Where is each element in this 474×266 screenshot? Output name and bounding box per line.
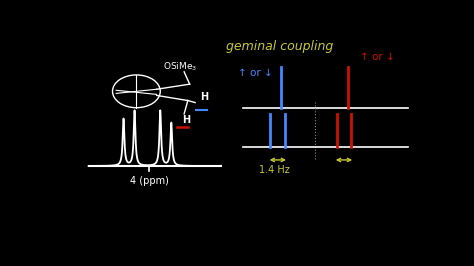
Text: ↑ or ↓: ↑ or ↓ [238, 68, 273, 78]
Text: 1.4 Hz: 1.4 Hz [259, 165, 290, 175]
Text: ↑ or ↓: ↑ or ↓ [360, 52, 394, 61]
Text: 4 (ppm): 4 (ppm) [130, 176, 169, 186]
Text: H: H [182, 115, 190, 125]
Text: geminal coupling: geminal coupling [226, 40, 333, 53]
Text: H: H [201, 93, 209, 102]
Text: OSiMe$_3$: OSiMe$_3$ [164, 60, 198, 73]
